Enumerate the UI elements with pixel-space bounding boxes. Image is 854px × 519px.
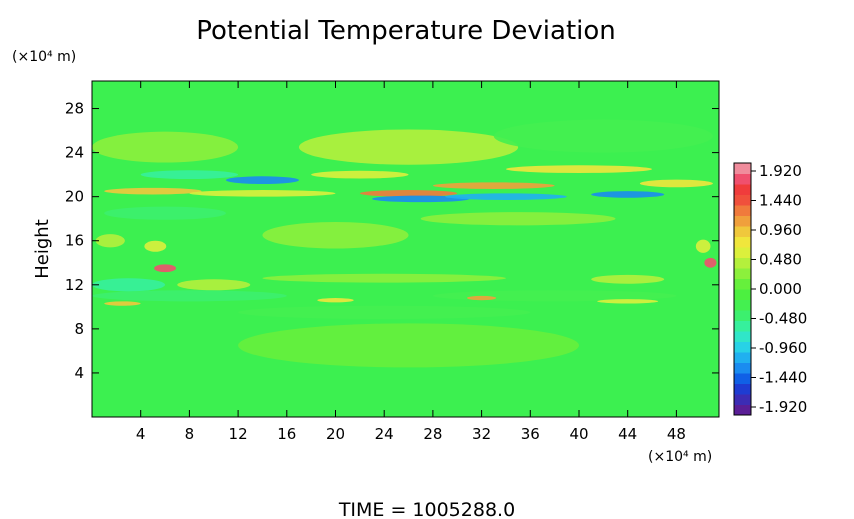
colorbar-swatch — [734, 373, 751, 384]
y-tick-label: 8 — [74, 320, 84, 338]
heatmap-feature-10 — [372, 195, 470, 203]
colorbar-swatch — [734, 310, 751, 321]
colorbar-tick-label: 1.920 — [759, 162, 802, 180]
colorbar-tick-label: -0.480 — [759, 310, 807, 328]
colorbar-swatch — [734, 194, 751, 206]
heatmap-feature-17 — [262, 222, 409, 249]
colorbar-swatch — [734, 184, 751, 195]
heatmap-feature-25 — [262, 273, 506, 283]
heatmap-feature-26 — [591, 274, 665, 284]
heatmap-feature-30 — [317, 298, 354, 303]
heatmap-feature-3 — [225, 176, 299, 185]
heatmap-feature-22 — [695, 239, 711, 253]
heatmap-feature-8 — [189, 190, 336, 197]
heatmap-feature-6 — [505, 165, 653, 173]
x-tick-label: 28 — [423, 425, 442, 443]
colorbar-tick-label: 0.480 — [759, 251, 802, 269]
colorbar-swatch — [734, 247, 751, 258]
colorbar-tick-label: 0.000 — [759, 280, 802, 298]
colorbar-swatch — [734, 341, 751, 353]
heatmap-feature-24 — [177, 279, 251, 291]
heatmap-feature-18 — [144, 240, 167, 252]
y-axis-label: Height — [32, 219, 53, 279]
x-tick-label: 4 — [136, 425, 146, 443]
chart-title: Potential Temperature Deviation — [196, 16, 616, 46]
colorbar-swatch — [734, 257, 751, 269]
heatmap-feature-14 — [639, 179, 713, 188]
y-unit-label: (×10⁴ m) — [12, 49, 76, 65]
y-axis-ticks: 4 8 12 16 20 24 28 — [65, 100, 719, 382]
colorbar-swatch — [734, 362, 751, 374]
heatmap-feature-4 — [140, 170, 239, 180]
heatmap-feature-23 — [92, 278, 166, 292]
colorbar-swatch — [734, 173, 751, 185]
y-tick-label: 28 — [65, 100, 84, 118]
colorbar-tick-label: 0.960 — [759, 221, 802, 239]
heatmap-feature-7 — [104, 187, 202, 195]
colorbar-swatch — [734, 226, 751, 237]
colorbar-swatch — [734, 299, 751, 311]
heatmap-feature-33 — [238, 305, 531, 319]
x-tick-label: 20 — [326, 425, 345, 443]
colorbar-tick-label: -1.440 — [759, 369, 807, 387]
colorbar-swatch — [734, 205, 751, 216]
x-tick-label: 48 — [667, 425, 686, 443]
colorbar-swatch — [734, 320, 751, 332]
heatmap-feature-27 — [92, 290, 287, 302]
y-tick-label: 24 — [65, 144, 84, 162]
colorbar-tick-label: -1.920 — [759, 398, 807, 416]
x-tick-label: 16 — [277, 425, 296, 443]
heatmap-feature-34 — [238, 323, 579, 368]
x-axis-ticks: 4 8 12 16 20 24 28 32 36 40 44 48 — [136, 81, 686, 443]
heatmap-feature-1 — [92, 131, 239, 163]
heatmap-feature-16 — [420, 212, 616, 226]
heatmap-area — [92, 81, 719, 417]
heatmap-feature-11 — [432, 182, 555, 189]
plot-frame — [91, 80, 720, 418]
heatmap-feature-21 — [704, 257, 717, 268]
x-tick-label: 12 — [229, 425, 248, 443]
colorbar-tick-label: 1.440 — [759, 192, 802, 210]
colorbar-swatch — [734, 236, 751, 248]
colorbar-swatch — [734, 331, 751, 342]
heatmap-feature-15 — [104, 206, 226, 220]
colorbar-tick-label: -0.960 — [759, 339, 807, 357]
heatmap-feature-20 — [95, 234, 125, 248]
heatmap-feature-9 — [359, 190, 458, 197]
colorbar-swatch — [734, 383, 751, 395]
heatmap-feature-12 — [445, 193, 567, 200]
colorbar-swatch — [734, 163, 751, 174]
colorbar-swatch — [734, 215, 751, 227]
heatmap-feature-13 — [591, 191, 665, 198]
x-tick-label: 36 — [521, 425, 540, 443]
colorbar — [734, 163, 751, 416]
heatmap-feature-31 — [466, 295, 497, 301]
colorbar-swatch — [734, 278, 751, 290]
x-tick-label: 24 — [375, 425, 394, 443]
y-tick-label: 16 — [65, 232, 84, 250]
x-tick-label: 40 — [569, 425, 588, 443]
heatmap-feature-32 — [597, 299, 659, 304]
colorbar-swatch — [734, 289, 751, 300]
x-tick-label: 44 — [618, 425, 637, 443]
colorbar-swatch — [734, 404, 751, 416]
y-tick-label: 20 — [65, 188, 84, 206]
time-label: TIME = 1005288.0 — [338, 499, 515, 519]
colorbar-swatch — [734, 268, 751, 279]
colorbar-swatch — [734, 352, 751, 363]
y-tick-label: 12 — [65, 276, 84, 294]
y-tick-label: 4 — [74, 364, 84, 382]
x-unit-label: (×10⁴ m) — [648, 449, 712, 465]
heatmap-feature-0 — [298, 129, 519, 165]
heatmap-feature-2 — [493, 119, 713, 153]
heatmap-feature-19 — [154, 264, 177, 273]
heatmap-feature-5 — [311, 170, 409, 179]
x-tick-label: 8 — [185, 425, 195, 443]
colorbar-ticks: 1.920 1.440 0.960 0.480 0.000 -0.480 -0.960 -1.… — [751, 162, 807, 416]
colorbar-swatch — [734, 394, 751, 405]
heatmap-feature-29 — [104, 301, 141, 306]
x-tick-label: 32 — [472, 425, 491, 443]
